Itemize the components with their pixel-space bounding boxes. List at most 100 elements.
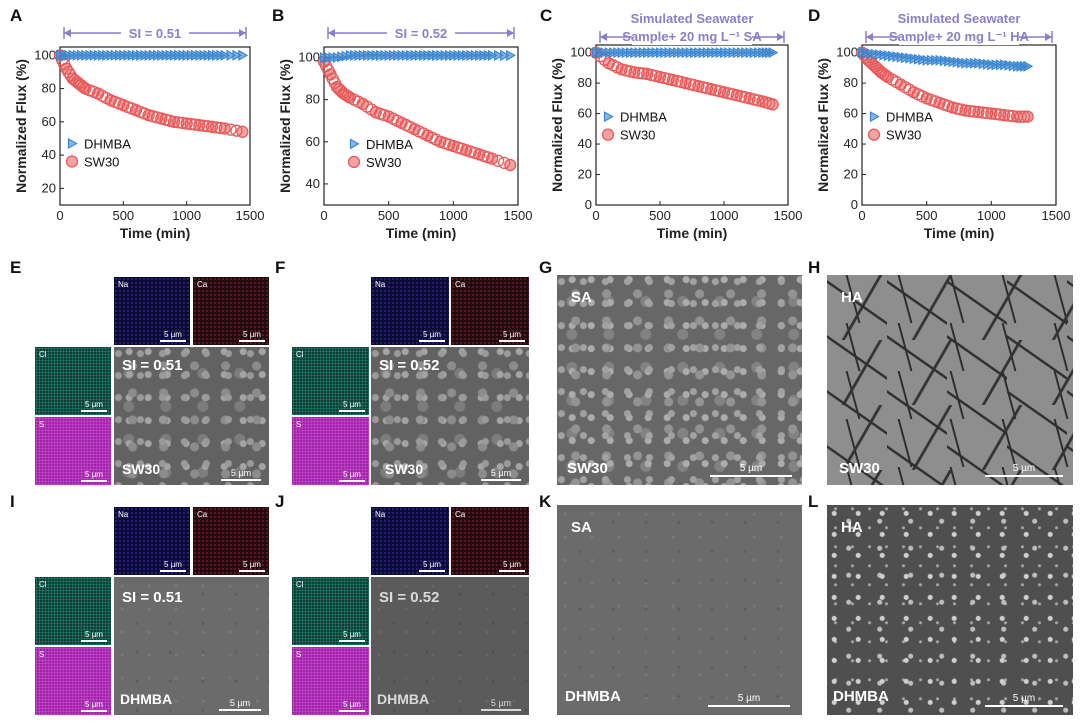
series-dhmba (591, 47, 779, 59)
y-axis-label: Normalized Flux (%) (815, 58, 831, 192)
panel-label-f: F (275, 258, 286, 277)
foulant-label: SA (571, 289, 592, 306)
data-point-dhmba (232, 49, 243, 61)
legend-marker-sw30 (867, 128, 881, 141)
panel-label-c: C (540, 6, 553, 25)
annotation-bg (121, 23, 189, 41)
eds-label: Na (375, 510, 386, 519)
annotation-bg (387, 23, 455, 41)
eds-label: Na (118, 280, 129, 289)
x-tick-label: 1000 (977, 208, 1006, 223)
x-tick-label: 500 (649, 208, 671, 223)
annotation-label: Sample+ 20 mg L⁻¹ SA (622, 29, 762, 44)
eds-label: Ca (197, 510, 208, 519)
chart-svg: Simulated Seawater Sample+ 20 mg L⁻¹ SA 0 2… (549, 11, 803, 241)
x-tick-label: 1000 (710, 208, 739, 223)
foulant-label: HA (841, 519, 863, 536)
y-tick-label: 20 (578, 167, 592, 182)
x-tick-label: 1500 (774, 208, 803, 223)
scale-bar: 5 µm (985, 463, 1063, 477)
x-tick-label: 1500 (236, 208, 265, 223)
annotation-arrowhead (328, 29, 335, 37)
scale-bar: 5 µm (239, 330, 265, 342)
series-dhmba (857, 47, 1034, 72)
eds-map-ca: Ca 5 µm (451, 507, 529, 575)
scale-bar: 5 µm (985, 693, 1063, 707)
annotation-arrowhead (507, 29, 514, 37)
chart-a: SI = 0.51 20 40 60 80 100 0 500 1000 1500 Time (mi… (0, 0, 268, 250)
eds-label: Na (375, 280, 386, 289)
scale-bar: 5 µm (221, 468, 261, 481)
legend-marker-dhmba (869, 111, 880, 123)
legend-marker-dhmba (67, 137, 78, 149)
y-tick-label: 0 (851, 197, 858, 212)
y-tick-label: 20 (42, 180, 56, 195)
scale-bar: 5 µm (481, 468, 521, 481)
data-point-dhmba (226, 49, 237, 61)
si-label: SI = 0.51 (122, 357, 183, 374)
legend-label-sw30: SW30 (84, 154, 119, 169)
annotation-bg (632, 27, 752, 45)
y-tick-label: 80 (578, 75, 592, 90)
eds-label: Ca (455, 280, 466, 289)
y-tick-label: 60 (844, 106, 858, 121)
annotation-arrowhead (1045, 33, 1052, 41)
eds-map-s: S 5 µm (292, 647, 369, 715)
legend-marker-dhmba (349, 138, 360, 150)
eds-map-cl: Cl 5 µm (35, 577, 111, 645)
x-tick-label: 500 (112, 208, 134, 223)
y-tick-label: 0 (585, 197, 592, 212)
eds-label: S (39, 420, 45, 429)
eds-map-cl: Cl 5 µm (292, 347, 369, 415)
annotation-arrowhead (239, 29, 246, 37)
data-point-sw30 (504, 158, 517, 172)
series-sw30 (317, 55, 517, 172)
membrane-label: SW30 (839, 460, 880, 477)
sem-image-i: SI = 0.51 DHMBA 5 µm (114, 577, 269, 715)
legend-label-dhmba: DHMBA (886, 110, 933, 125)
data-point-sw30 (492, 154, 505, 167)
data-point-sw30 (485, 152, 499, 165)
y-tick-label: 60 (578, 106, 592, 121)
panel-label-k: K (539, 492, 552, 511)
membrane-label: DHMBA (120, 691, 173, 707)
scale-bar: 5 µm (339, 630, 365, 642)
sem-image-f: SI = 0.52 SW30 5 µm (371, 347, 529, 485)
foulant-label: SA (571, 519, 592, 536)
panel-label-b: B (272, 6, 285, 25)
annotation-bg (899, 27, 1019, 45)
scale-bar: 5 µm (481, 698, 521, 711)
y-tick-label: 60 (306, 134, 320, 149)
eds-map-s: S 5 µm (35, 417, 111, 485)
annotation-label: SI = 0.51 (129, 26, 181, 41)
series-sw30 (53, 49, 249, 138)
panel-label-d: D (808, 6, 821, 25)
x-axis-label: Time (min) (386, 225, 457, 241)
panel-label-g: G (539, 258, 553, 277)
panel-label-a: A (10, 6, 23, 25)
y-tick-label: 100 (836, 45, 858, 60)
eds-label: S (296, 650, 302, 659)
annotation-label: Simulated Seawater (631, 11, 754, 26)
eds-map-na: Na 5 µm (371, 507, 449, 575)
legend-marker-sw30 (601, 128, 615, 141)
si-label: SI = 0.51 (122, 589, 183, 606)
annotation-arrowhead (64, 29, 71, 37)
sem-image-j: SI = 0.52 DHMBA 5 µm (371, 577, 529, 715)
membrane-label: DHMBA (833, 688, 889, 705)
sem-image-k: SA DHMBA 5 µm (557, 505, 802, 715)
eds-label: Ca (455, 510, 466, 519)
y-tick-label: 40 (578, 136, 592, 151)
membrane-label: DHMBA (565, 688, 621, 705)
sem-image-e: SI = 0.51 SW30 5 µm (114, 347, 269, 485)
x-axis-label: Time (min) (657, 225, 728, 241)
annotation-arrowhead (600, 33, 607, 41)
legend-label-sw30: SW30 (620, 128, 655, 143)
x-axis-label: Time (min) (924, 225, 995, 241)
foulant-label: HA (841, 289, 863, 306)
y-tick-label: 100 (570, 45, 592, 60)
eds-map-cl: Cl 5 µm (35, 347, 111, 415)
eds-label: Na (118, 510, 129, 519)
membrane-label: DHMBA (377, 691, 430, 707)
